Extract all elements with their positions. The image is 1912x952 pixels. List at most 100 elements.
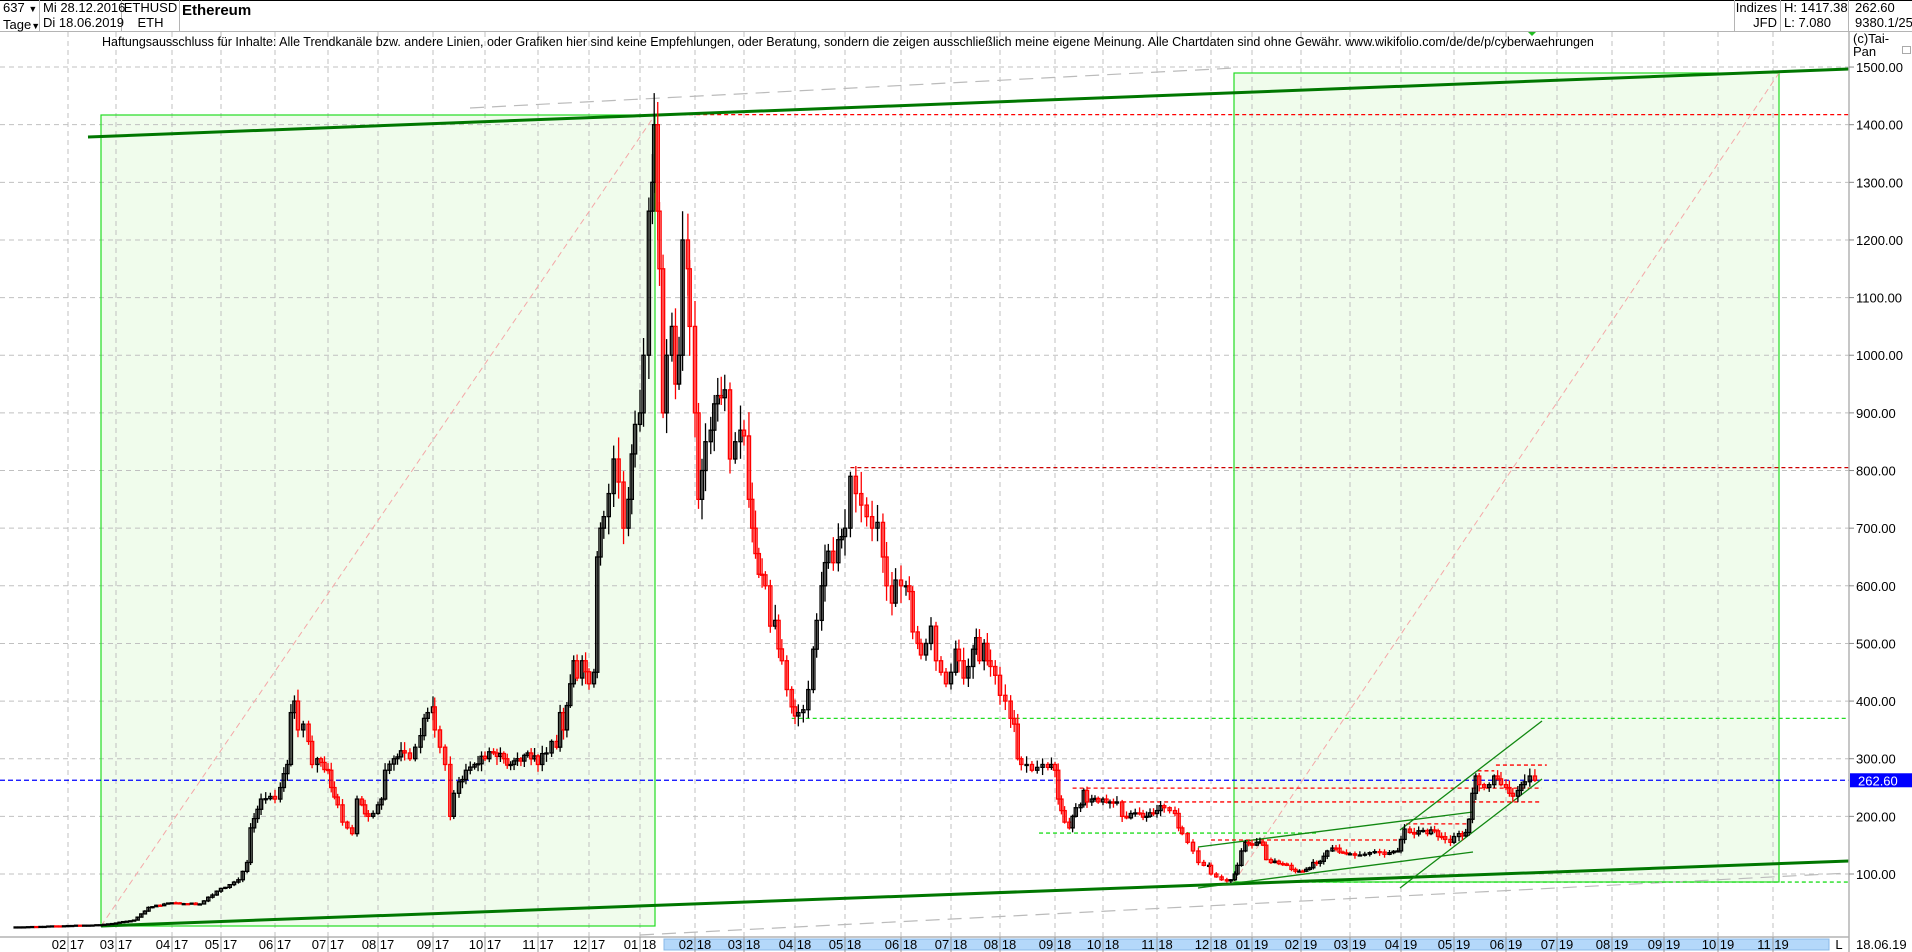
candle-up [1486,782,1492,792]
candle-body [366,813,371,818]
start-date[interactable]: Mi 28.12.2016 [43,0,126,15]
candle-up [1347,851,1353,856]
exchange: JFD [1753,15,1777,30]
x-tick-label: 06 18 [885,937,918,952]
candle-up [251,813,257,833]
candle-up [460,775,465,789]
x-tick-label: 12 17 [573,937,606,952]
y-tick-label: 1500.00 [1856,60,1903,75]
candle-body [210,894,215,898]
candle-body [564,704,570,731]
candle-up [354,795,360,837]
candle-up [1321,852,1327,865]
candle-body [1151,812,1156,815]
candle-down [328,762,334,793]
candle-body [272,795,278,800]
candle-down [1029,761,1035,773]
candle-down [34,925,39,929]
candle-up [923,638,929,661]
candle-up [1040,758,1045,776]
y-tick-label: 900.00 [1856,406,1896,421]
candle-body [185,903,191,906]
x-tick-label: 10 18 [1087,937,1120,952]
y-tick-label: 1200.00 [1856,233,1903,248]
end-date[interactable]: Di 18.06.2019 [43,15,124,30]
candle-body [21,926,27,929]
x-tick-label: 08 19 [1596,937,1629,952]
trendline-b[interactable] [1197,851,1474,889]
log-scale-button[interactable]: L [1835,937,1843,952]
candle-up [712,394,717,452]
candle-body [1128,812,1134,819]
candle-body [173,902,179,905]
candle-down [1377,848,1382,856]
candle-down [756,547,762,579]
candle-down [309,735,315,769]
candle-up [591,668,597,688]
candle-down [938,656,944,676]
candle-up [1402,824,1407,844]
candle-body [102,923,107,926]
zone-2019-border [1233,72,1780,883]
candle-body [154,904,159,908]
candle-body [898,579,904,587]
candle-down [1172,806,1178,817]
candle-down [719,376,724,406]
candle-down [437,725,443,754]
candle-body [933,625,939,662]
candle-body [82,924,87,927]
candle-body [189,902,195,905]
candle-down [1019,756,1024,771]
candle-body [907,585,912,593]
header-bar [0,0,1912,32]
candle-down [501,751,507,764]
candle-body [109,922,115,926]
candle-body [629,453,635,500]
candle-body [1107,801,1113,804]
zone-2019-diagonal [1233,72,1780,883]
candle-up [1272,858,1278,864]
bar-count: 637 [3,0,25,15]
candle-body [158,904,163,907]
candle-up [479,751,484,772]
candle-body [664,354,669,414]
candle-body [819,585,824,622]
channel-bottom-line[interactable] [100,859,1850,928]
candle-down [306,720,311,745]
candle-down [687,259,692,356]
candle-body [395,756,400,760]
candle-body [1377,850,1382,854]
candles [13,93,1538,929]
date-range[interactable]: Mi 28.12.2016 Di 18.06.2019 [40,0,126,31]
trendline-a[interactable] [1197,811,1474,848]
candle-body [1402,828,1407,841]
bar-count-selector[interactable]: 637 ▼ Tage▼ [0,0,40,32]
channel-top-line[interactable] [87,67,1850,139]
candle-down [880,513,886,573]
candle-body [332,786,337,798]
candle-up [154,904,159,908]
trendline-c[interactable] [1399,720,1543,831]
candle-body [278,786,283,800]
candle-body [1347,853,1353,856]
candle-body [988,660,993,668]
candle-body [699,469,705,500]
candle-body [117,921,122,924]
candle-up [1239,848,1244,867]
candle-up [1107,799,1113,809]
time-scrollbar-highlight[interactable] [663,938,1830,951]
period-selector[interactable]: Tage [3,17,32,32]
candle-body [646,210,652,356]
candle-down [1045,762,1051,771]
candle-up [1228,879,1234,884]
candle-body [1208,864,1214,875]
candle-up [637,389,643,432]
x-tick-label: 01 18 [624,937,657,952]
candle-body [1132,812,1138,815]
candle-down [977,629,982,665]
candle-up [382,763,388,801]
candle-up [669,312,675,362]
minimize-icon[interactable] [1902,46,1911,54]
x-tick-label: 09 19 [1648,937,1681,952]
